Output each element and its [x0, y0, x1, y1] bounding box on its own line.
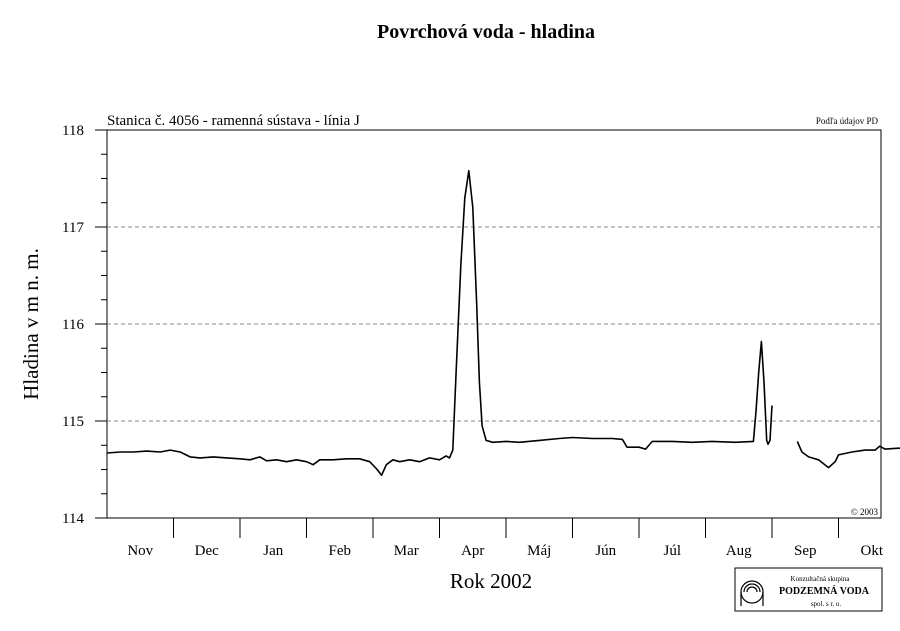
y-axis: 114 115 116 117 118	[62, 123, 107, 527]
x-tick-label: Sep	[794, 543, 817, 559]
x-tick-label: Jan	[263, 543, 283, 559]
x-tick-label: Apr	[461, 543, 484, 559]
x-axis: Nov Dec Jan Feb Mar Apr Máj Jún Júl Aug Sep Okt	[127, 518, 884, 559]
x-tick-label: Júl	[663, 543, 681, 559]
chart-subtitle: Stanica č. 4056 - ramenná sústava - líni…	[107, 113, 360, 129]
y-tick-label: 115	[62, 414, 84, 430]
x-tick-label: Dec	[195, 543, 219, 559]
grid-lines	[107, 226, 881, 422]
y-tick-label: 114	[62, 511, 84, 527]
series-line-segment	[106, 169, 773, 477]
x-tick-label: Máj	[527, 543, 551, 559]
y-tick-label: 117	[62, 220, 84, 236]
x-tick-label: Jún	[595, 543, 616, 559]
y-tick-label: 118	[62, 123, 84, 139]
x-tick-label: Feb	[329, 543, 352, 559]
x-tick-label: Mar	[394, 543, 419, 559]
y-tick-label: 116	[62, 317, 84, 333]
x-tick-label: Okt	[861, 543, 884, 559]
source-note: Podľa údajov PD	[816, 116, 879, 126]
logo-line-1: Konzultačná skupina	[791, 575, 851, 583]
x-tick-label: Aug	[726, 543, 752, 559]
logo-emblem-icon	[740, 580, 764, 606]
logo-line-3: spol. s r. o.	[811, 600, 842, 608]
x-tick-label: Nov	[127, 543, 153, 559]
copyright-note: © 2003	[851, 507, 879, 517]
chart-title: Povrchová voda - hladina	[377, 21, 595, 43]
series-line-segment	[796, 441, 900, 469]
logo-line-2: PODZEMNÁ VODA	[779, 585, 870, 597]
x-axis-label: Rok 2002	[450, 569, 532, 593]
series-water-level	[106, 169, 900, 477]
y-axis-label: Hladina v m n. m.	[19, 248, 43, 400]
company-logo: Konzultačná skupina PODZEMNÁ VODA spol. …	[734, 567, 883, 612]
